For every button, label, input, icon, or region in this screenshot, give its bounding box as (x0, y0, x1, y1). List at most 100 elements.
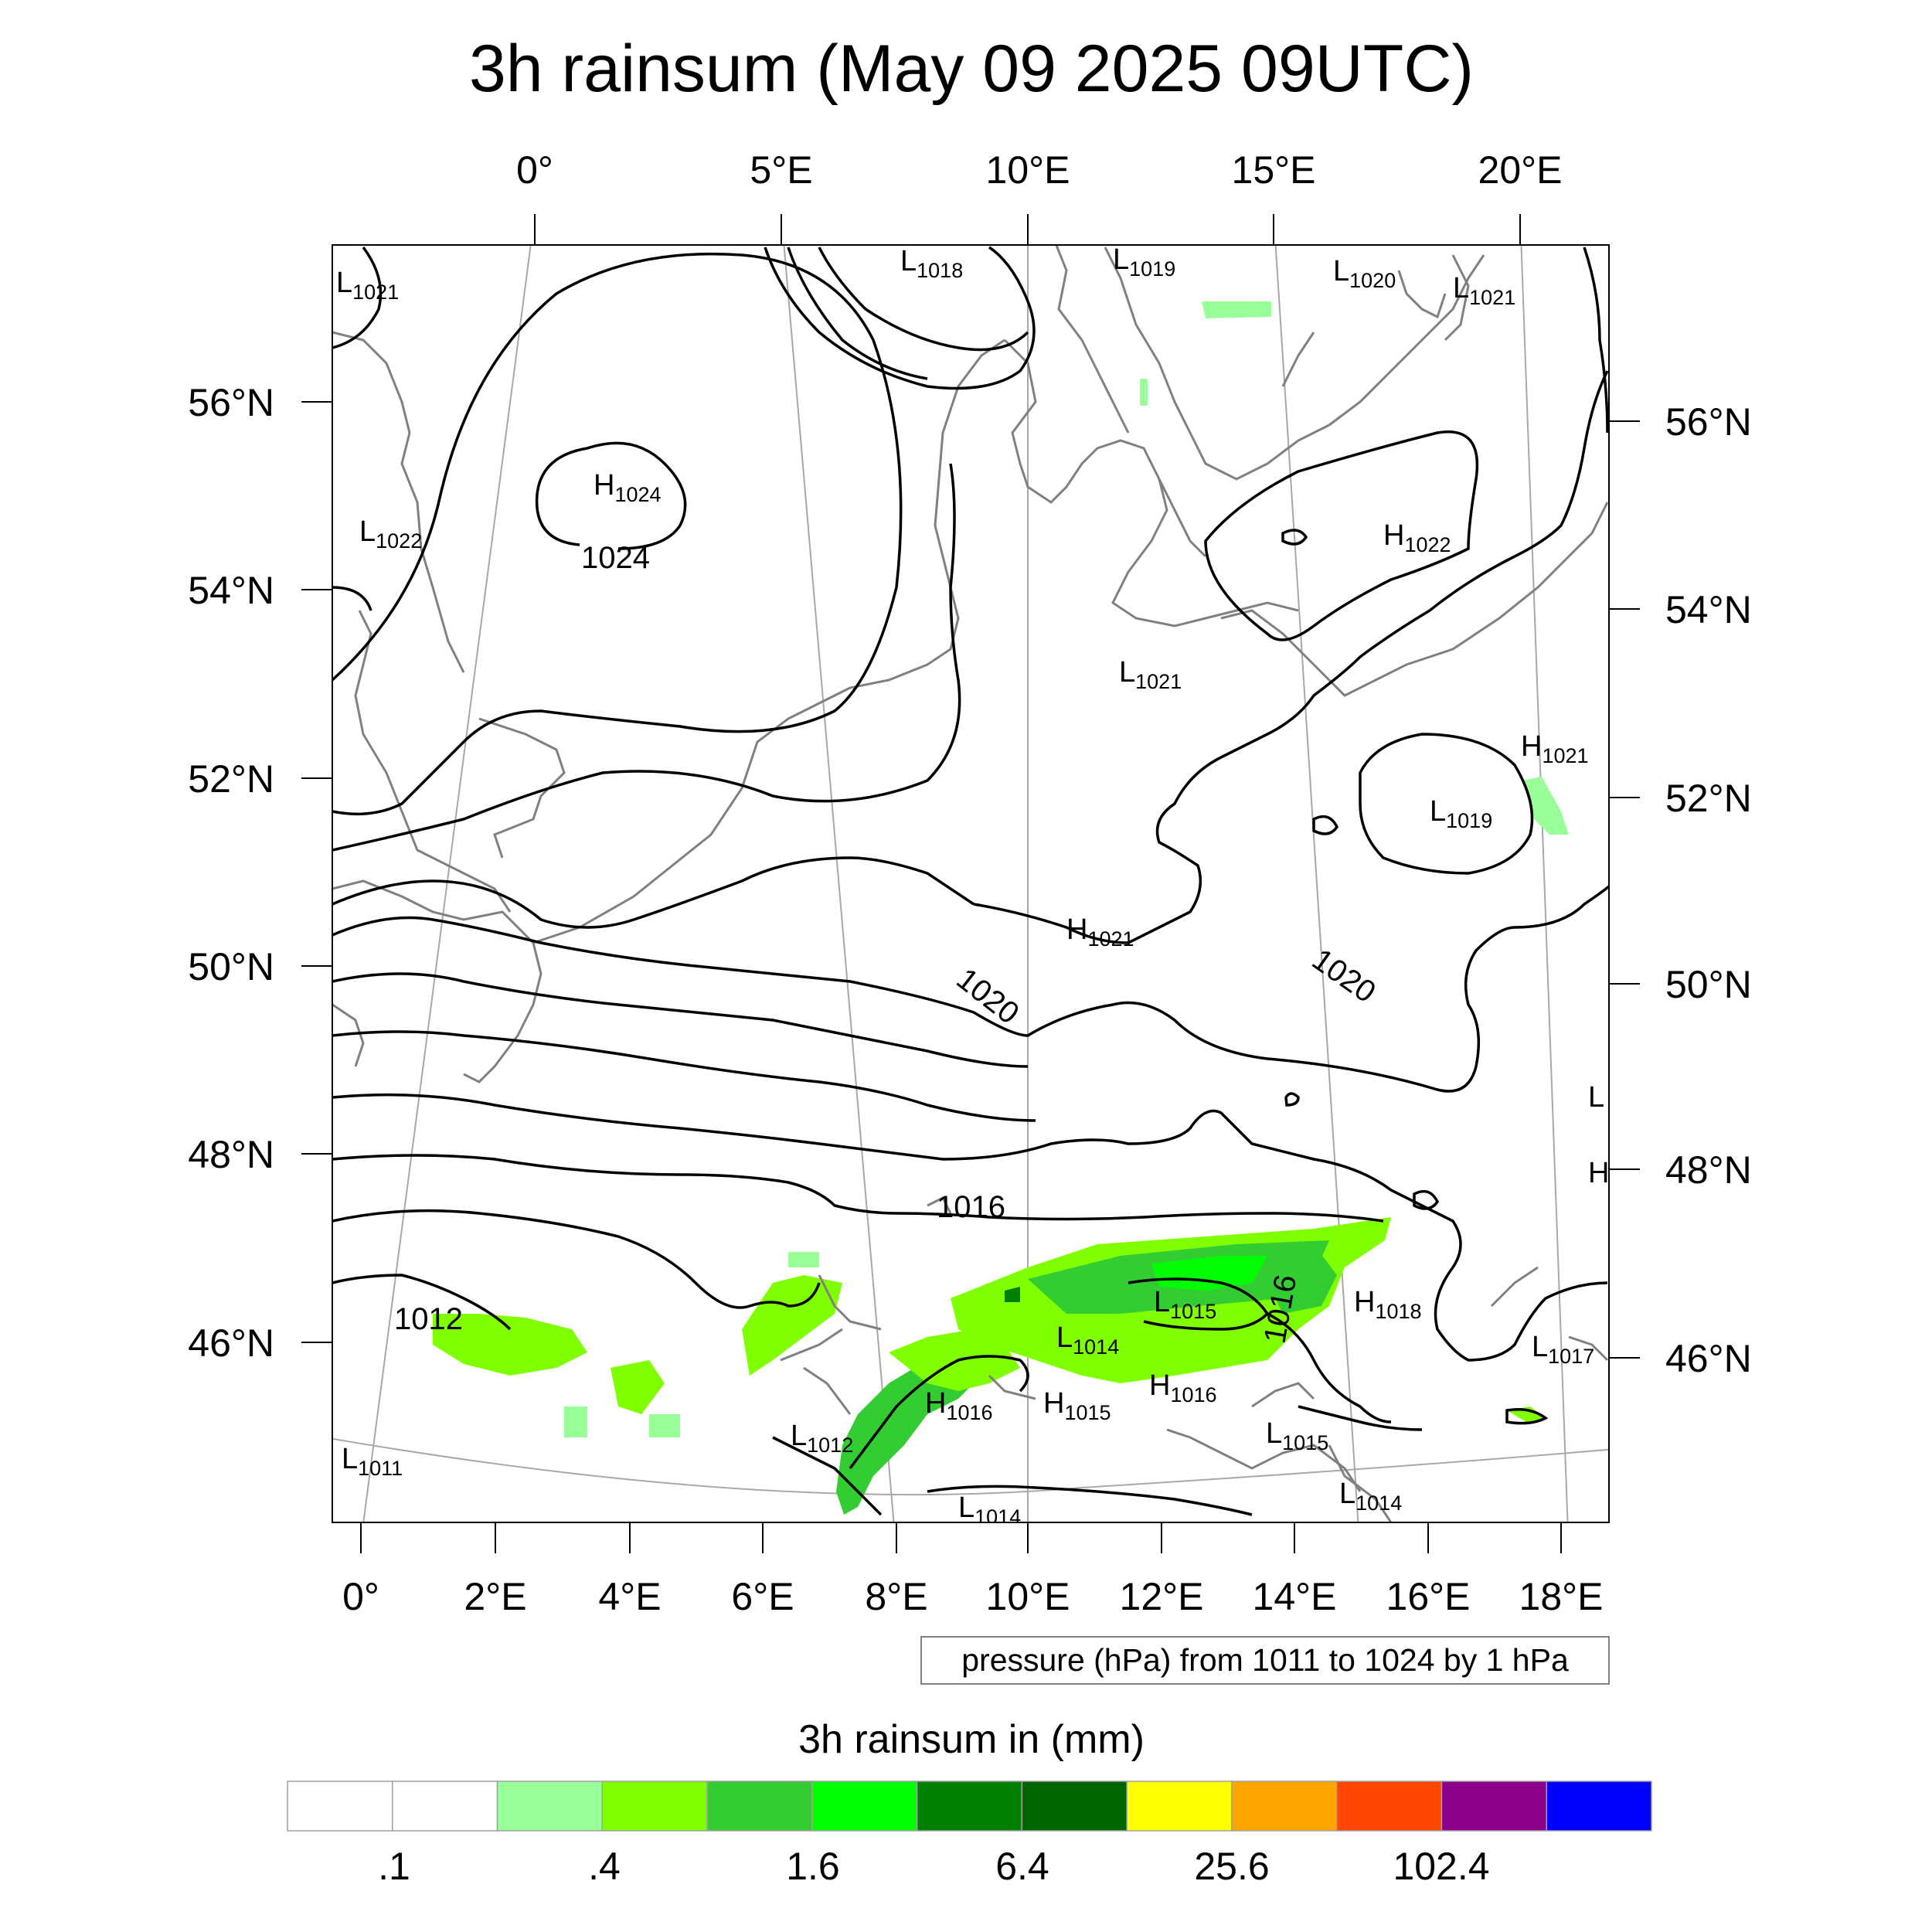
rain-patch-poland (1522, 777, 1569, 835)
svg-text:L: L (1588, 1081, 1604, 1114)
colorbar-swatch (287, 1781, 393, 1832)
bottom-tick-label: 0° (342, 1575, 379, 1618)
isobar-1023 (332, 252, 903, 816)
colorbar-title: 3h rainsum in (mm) (798, 1717, 1145, 1762)
coastlines (332, 245, 1609, 1522)
top-tick-label: 0° (516, 148, 553, 192)
right-tick-label: 56°N (1665, 400, 1752, 444)
contour-info-text: pressure (hPa) from 1011 to 1024 by 1 hP… (961, 1642, 1569, 1678)
isobar-small-4 (1312, 815, 1339, 835)
isobar-label: 1012 (394, 1302, 463, 1336)
colorbar-swatch (496, 1781, 604, 1832)
rain-patch-west-alps-light (889, 1329, 1020, 1391)
isobar-small-5 (1505, 1408, 1549, 1425)
isobars (332, 246, 1609, 1516)
colorbar-label: .1 (378, 1845, 410, 1888)
colorbar-label: .4 (588, 1845, 621, 1888)
bottom-tick-label: 18°E (1519, 1575, 1604, 1618)
isobar-1014 (332, 1274, 512, 1331)
isobar-label: 1016 (937, 1190, 1005, 1224)
right-tick-label: 48°N (1665, 1148, 1752, 1192)
top-axis: 0° 5°E 10°E 15°E 20°E (516, 148, 1562, 245)
pressure-center: H1024 (594, 469, 662, 506)
colorbar-label: 102.4 (1393, 1845, 1489, 1888)
isobar-small-1 (1284, 1092, 1300, 1107)
contour-info-box: pressure (hPa) from 1011 to 1024 by 1 hP… (920, 1636, 1610, 1685)
right-axis: 56°N 54°N 52°N 50°N 48°N 46°N (1609, 400, 1752, 1380)
colorbar-swatch (1440, 1781, 1547, 1832)
isobar-north-1020 (818, 247, 1029, 352)
right-tick-label: 46°N (1665, 1337, 1752, 1380)
isobar-north-1021 (787, 247, 928, 380)
rain-patch-jura (742, 1275, 842, 1376)
isobar-small-2 (1413, 1189, 1440, 1210)
pressure-center: H1016 (1149, 1369, 1217, 1406)
colorbar-swatch (706, 1781, 813, 1832)
rain-patch-alps-east (1267, 1244, 1337, 1314)
left-axis: 56°N 54°N 52°N 50°N 48°N 46°N (188, 381, 332, 1365)
pressure-center: L1022 (359, 515, 422, 553)
rain-patch-jura-light (788, 1252, 819, 1267)
isobar-east-1021 (1583, 247, 1609, 434)
left-tick-label: 46°N (188, 1321, 274, 1365)
top-tick-label: 15°E (1232, 148, 1316, 192)
isobar-high-1024 (535, 441, 687, 550)
isobar-1017 (332, 1093, 1608, 1362)
isobar-1015 (332, 1209, 821, 1309)
bottom-tick-label: 6°E (731, 1575, 794, 1618)
pressure-center: L1011 (342, 1443, 403, 1480)
isobar-north-1019 (764, 246, 1036, 390)
colorbar-swatch (392, 1781, 498, 1832)
pressure-center: H1018 (1354, 1286, 1422, 1323)
pressure-center: H1015 (1043, 1387, 1111, 1424)
pressure-center: L1018 (900, 245, 963, 282)
colorbar-swatch (1126, 1781, 1233, 1832)
isobar-label: 1020 (1306, 942, 1382, 1009)
pressure-center: L1014 (958, 1492, 1021, 1529)
svg-text:H: H (1588, 1157, 1609, 1189)
isobar-1012 (772, 1436, 883, 1516)
colorbar-label: 6.4 (995, 1845, 1049, 1888)
pressure-center: L1015 (1266, 1417, 1328, 1454)
top-tick-label: 10°E (986, 148, 1070, 192)
left-tick-label: 48°N (188, 1133, 274, 1176)
isobar-high-1022 (1204, 430, 1479, 641)
isobar-1016 (332, 1154, 1384, 1223)
colorbar-label: 25.6 (1194, 1845, 1269, 1888)
isobar-alps-east (1267, 1312, 1392, 1423)
isobar-1019 (332, 972, 1029, 1068)
pressure-center: L1014 (1056, 1321, 1119, 1359)
isobar-1018 (332, 1030, 1036, 1122)
bottom-tick-label: 14°E (1253, 1575, 1337, 1618)
rain-patch-france (433, 1314, 587, 1376)
left-tick-label: 50°N (188, 945, 274, 988)
bottom-tick-label: 16°E (1386, 1575, 1471, 1618)
pressure-center: L1021 (1119, 656, 1182, 693)
colorbar-swatch (1231, 1781, 1338, 1832)
isobar-1015-alps (1128, 1277, 1270, 1331)
top-tick-label: 20°E (1478, 148, 1563, 192)
colorbar-swatch (1546, 1781, 1652, 1832)
right-tick-label: 52°N (1665, 777, 1752, 820)
isobar-1021 (332, 856, 975, 929)
bottom-tick-label: 12°E (1120, 1575, 1204, 1618)
bottom-tick-label: 4°E (598, 1575, 661, 1618)
rain-patch-alps-dark (1005, 1287, 1020, 1302)
rain-field (433, 301, 1569, 1515)
rain-patch-denmark (1140, 379, 1148, 406)
map-title: 3h rainsum (May 09 2025 09UTC) (469, 32, 1474, 106)
isobar-1021-b (973, 370, 1609, 944)
bottom-tick-label: 10°E (986, 1575, 1070, 1618)
top-tick-label: 5°E (750, 148, 812, 192)
rain-patch-france-4 (564, 1406, 587, 1437)
left-tick-label: 52°N (188, 757, 274, 801)
pressure-centers: L1021 L1018 L1019 L1020 L1021 H1024 L102… (336, 245, 1609, 1529)
right-tick-label: 50°N (1665, 963, 1752, 1006)
colorbar-labels: .1 .4 1.6 6.4 25.6 102.4 (378, 1845, 1489, 1888)
graticule (332, 245, 1609, 1522)
colorbar (287, 1781, 1652, 1832)
pressure-center: H1016 (925, 1387, 993, 1424)
pressure-center: L1017 (1532, 1331, 1594, 1368)
pressure-center: L1012 (791, 1420, 853, 1457)
pressure-center: H1021 (1066, 913, 1134, 951)
